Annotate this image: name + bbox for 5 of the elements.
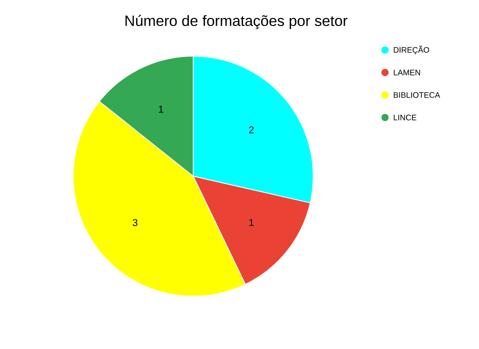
data-label: 3 xyxy=(132,219,138,226)
data-label: 2 xyxy=(249,126,254,134)
data-label: 1 xyxy=(249,219,254,226)
data-label: 1 xyxy=(158,106,164,113)
chart-title: Número de formatações por setor xyxy=(126,14,348,30)
